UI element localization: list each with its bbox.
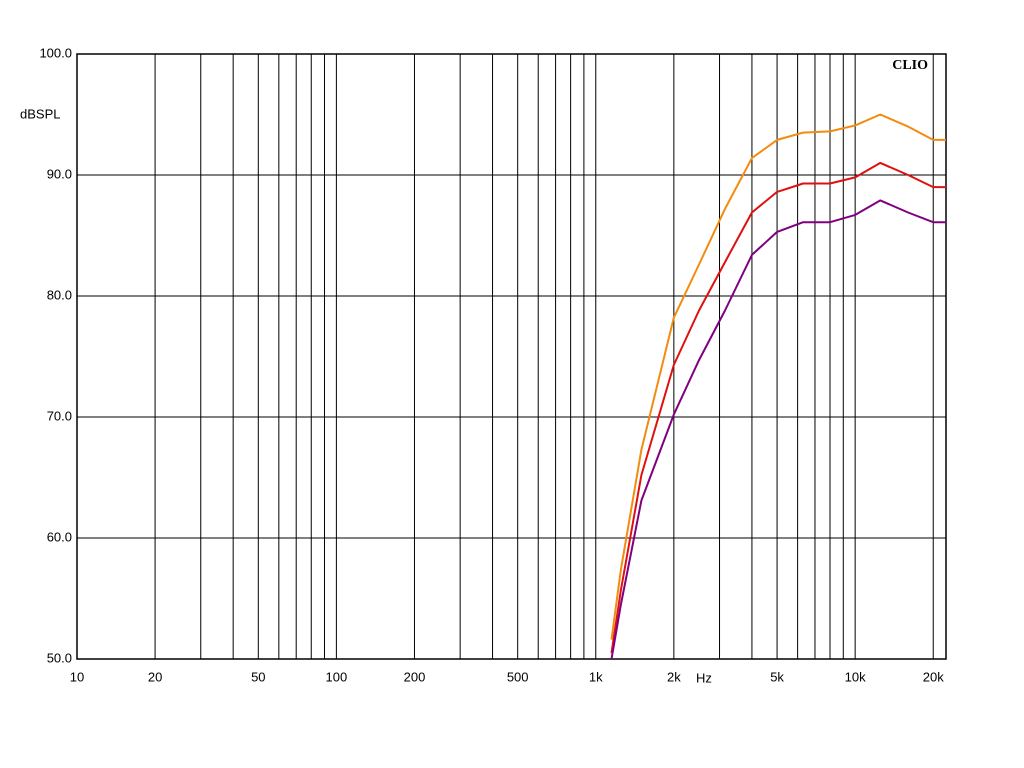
y-tick-label: 80.0 bbox=[47, 287, 72, 302]
x-tick-label: 20 bbox=[148, 669, 162, 684]
y-axis-label: dBSPL bbox=[20, 106, 60, 121]
y-tick-label: 90.0 bbox=[47, 166, 72, 181]
x-tick-label: 10 bbox=[70, 669, 84, 684]
x-axis-label: Hz bbox=[696, 670, 712, 685]
x-tick-label: 500 bbox=[507, 669, 529, 684]
y-tick-label: 100.0 bbox=[39, 45, 72, 60]
series-line bbox=[610, 199, 946, 659]
y-tick-label: 70.0 bbox=[47, 408, 72, 423]
x-tick-label: 2k bbox=[667, 669, 681, 684]
y-tick-label: 50.0 bbox=[47, 650, 72, 665]
x-tick-label: 5k bbox=[770, 669, 784, 684]
y-tick-label: 60.0 bbox=[47, 529, 72, 544]
x-tick-label: 50 bbox=[251, 669, 265, 684]
x-tick-label: 20k bbox=[923, 669, 944, 684]
plot-frame bbox=[76, 53, 947, 660]
x-tick-label: 1k bbox=[589, 669, 603, 684]
x-tick-label: 10k bbox=[845, 669, 866, 684]
x-tick-label: 200 bbox=[404, 669, 426, 684]
brand-label: CLIO bbox=[892, 58, 928, 73]
x-tick-label: 100 bbox=[326, 669, 348, 684]
series-line bbox=[610, 161, 946, 654]
series-line bbox=[610, 113, 946, 640]
